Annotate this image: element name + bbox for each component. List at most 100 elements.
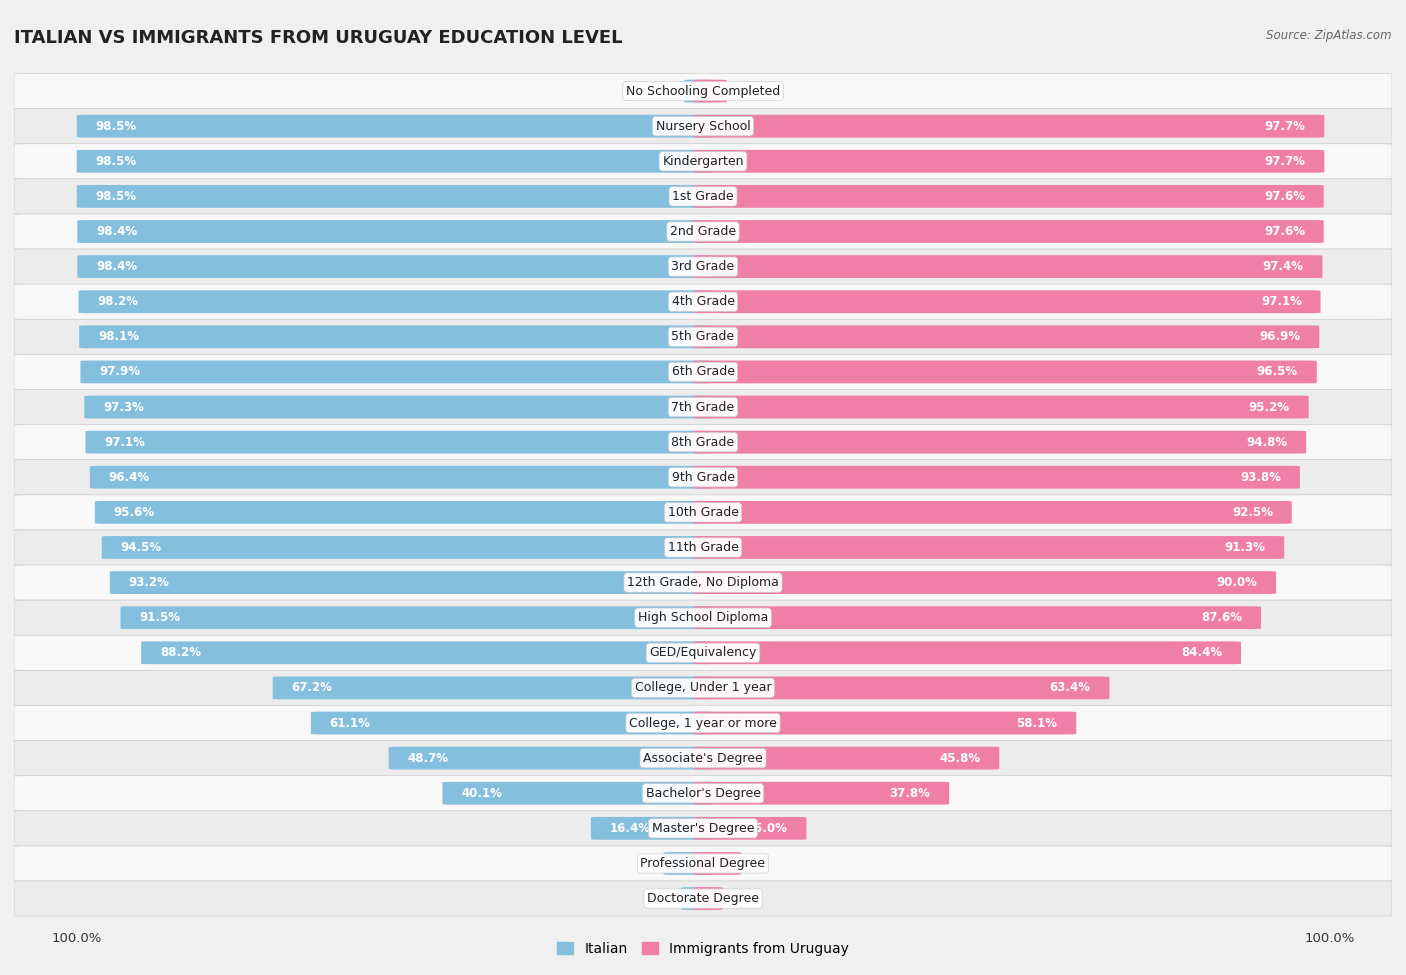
Text: 97.9%: 97.9%	[100, 366, 141, 378]
Text: 94.5%: 94.5%	[121, 541, 162, 554]
Text: 11th Grade: 11th Grade	[668, 541, 738, 554]
Text: 91.3%: 91.3%	[1225, 541, 1265, 554]
FancyBboxPatch shape	[90, 466, 713, 488]
FancyBboxPatch shape	[693, 150, 1324, 173]
FancyBboxPatch shape	[591, 817, 713, 839]
Text: 1.7%: 1.7%	[720, 892, 749, 905]
FancyBboxPatch shape	[14, 636, 1392, 671]
FancyBboxPatch shape	[79, 326, 713, 348]
Text: ITALIAN VS IMMIGRANTS FROM URUGUAY EDUCATION LEVEL: ITALIAN VS IMMIGRANTS FROM URUGUAY EDUCA…	[14, 29, 623, 47]
Text: 1st Grade: 1st Grade	[672, 190, 734, 203]
Text: 98.2%: 98.2%	[97, 295, 138, 308]
FancyBboxPatch shape	[693, 571, 1277, 594]
Text: 97.4%: 97.4%	[1263, 260, 1303, 273]
Text: 90.0%: 90.0%	[1216, 576, 1257, 589]
Text: 97.1%: 97.1%	[1261, 295, 1302, 308]
Text: Nursery School: Nursery School	[655, 120, 751, 133]
FancyBboxPatch shape	[693, 255, 1323, 278]
Legend: Italian, Immigrants from Uruguay: Italian, Immigrants from Uruguay	[551, 936, 855, 961]
FancyBboxPatch shape	[14, 601, 1392, 636]
FancyBboxPatch shape	[693, 80, 727, 102]
Text: 3rd Grade: 3rd Grade	[672, 260, 734, 273]
FancyBboxPatch shape	[101, 536, 713, 559]
Text: High School Diploma: High School Diploma	[638, 611, 768, 624]
FancyBboxPatch shape	[14, 881, 1392, 916]
FancyBboxPatch shape	[14, 108, 1392, 143]
Text: 4th Grade: 4th Grade	[672, 295, 734, 308]
Text: 2.0%: 2.0%	[654, 892, 685, 905]
FancyBboxPatch shape	[14, 671, 1392, 706]
Text: College, Under 1 year: College, Under 1 year	[634, 682, 772, 694]
Text: 92.5%: 92.5%	[1232, 506, 1272, 519]
FancyBboxPatch shape	[14, 846, 1392, 881]
FancyBboxPatch shape	[79, 291, 713, 313]
FancyBboxPatch shape	[14, 776, 1392, 811]
FancyBboxPatch shape	[693, 642, 1241, 664]
Text: 97.6%: 97.6%	[1264, 225, 1305, 238]
FancyBboxPatch shape	[84, 396, 713, 418]
Text: 84.4%: 84.4%	[1181, 646, 1222, 659]
Text: Doctorate Degree: Doctorate Degree	[647, 892, 759, 905]
Text: 98.5%: 98.5%	[96, 120, 136, 133]
FancyBboxPatch shape	[14, 566, 1392, 601]
FancyBboxPatch shape	[14, 284, 1392, 319]
Text: Master's Degree: Master's Degree	[652, 822, 754, 835]
FancyBboxPatch shape	[685, 80, 713, 102]
Text: 15.0%: 15.0%	[747, 822, 787, 835]
FancyBboxPatch shape	[693, 887, 723, 910]
Text: 67.2%: 67.2%	[291, 682, 332, 694]
FancyBboxPatch shape	[693, 852, 741, 875]
Text: 45.8%: 45.8%	[939, 752, 980, 764]
Text: 40.1%: 40.1%	[461, 787, 502, 800]
FancyBboxPatch shape	[14, 530, 1392, 566]
Text: 97.1%: 97.1%	[104, 436, 145, 448]
FancyBboxPatch shape	[14, 389, 1392, 424]
Text: 98.1%: 98.1%	[98, 331, 139, 343]
FancyBboxPatch shape	[693, 747, 1000, 769]
FancyBboxPatch shape	[14, 249, 1392, 284]
FancyBboxPatch shape	[693, 185, 1323, 208]
Text: 88.2%: 88.2%	[160, 646, 201, 659]
FancyBboxPatch shape	[693, 361, 1317, 383]
Text: 96.9%: 96.9%	[1260, 331, 1301, 343]
Text: 6th Grade: 6th Grade	[672, 366, 734, 378]
FancyBboxPatch shape	[14, 319, 1392, 354]
Text: 63.4%: 63.4%	[1050, 682, 1091, 694]
Text: 4.8%: 4.8%	[637, 857, 666, 870]
FancyBboxPatch shape	[14, 494, 1392, 530]
Text: 61.1%: 61.1%	[330, 717, 371, 729]
Text: 95.6%: 95.6%	[114, 506, 155, 519]
Text: No Schooling Completed: No Schooling Completed	[626, 85, 780, 98]
FancyBboxPatch shape	[14, 214, 1392, 249]
Text: Professional Degree: Professional Degree	[641, 857, 765, 870]
FancyBboxPatch shape	[693, 431, 1306, 453]
FancyBboxPatch shape	[94, 501, 713, 524]
Text: 48.7%: 48.7%	[408, 752, 449, 764]
Text: Bachelor's Degree: Bachelor's Degree	[645, 787, 761, 800]
Text: 97.6%: 97.6%	[1264, 190, 1305, 203]
FancyBboxPatch shape	[14, 178, 1392, 214]
FancyBboxPatch shape	[311, 712, 713, 734]
FancyBboxPatch shape	[443, 782, 713, 804]
Text: 8th Grade: 8th Grade	[672, 436, 734, 448]
FancyBboxPatch shape	[693, 817, 807, 839]
Text: 2nd Grade: 2nd Grade	[669, 225, 737, 238]
FancyBboxPatch shape	[14, 424, 1392, 459]
FancyBboxPatch shape	[14, 741, 1392, 776]
Text: Source: ZipAtlas.com: Source: ZipAtlas.com	[1267, 29, 1392, 42]
Text: 98.4%: 98.4%	[96, 260, 138, 273]
Text: 93.2%: 93.2%	[129, 576, 170, 589]
Text: 95.2%: 95.2%	[1249, 401, 1289, 413]
FancyBboxPatch shape	[693, 712, 1076, 734]
FancyBboxPatch shape	[77, 185, 713, 208]
Text: Kindergarten: Kindergarten	[662, 155, 744, 168]
FancyBboxPatch shape	[388, 747, 713, 769]
FancyBboxPatch shape	[14, 811, 1392, 846]
FancyBboxPatch shape	[681, 887, 713, 910]
Text: 16.4%: 16.4%	[610, 822, 651, 835]
FancyBboxPatch shape	[80, 361, 713, 383]
Text: 9th Grade: 9th Grade	[672, 471, 734, 484]
Text: 37.8%: 37.8%	[890, 787, 931, 800]
FancyBboxPatch shape	[77, 115, 713, 137]
Text: 7th Grade: 7th Grade	[672, 401, 734, 413]
